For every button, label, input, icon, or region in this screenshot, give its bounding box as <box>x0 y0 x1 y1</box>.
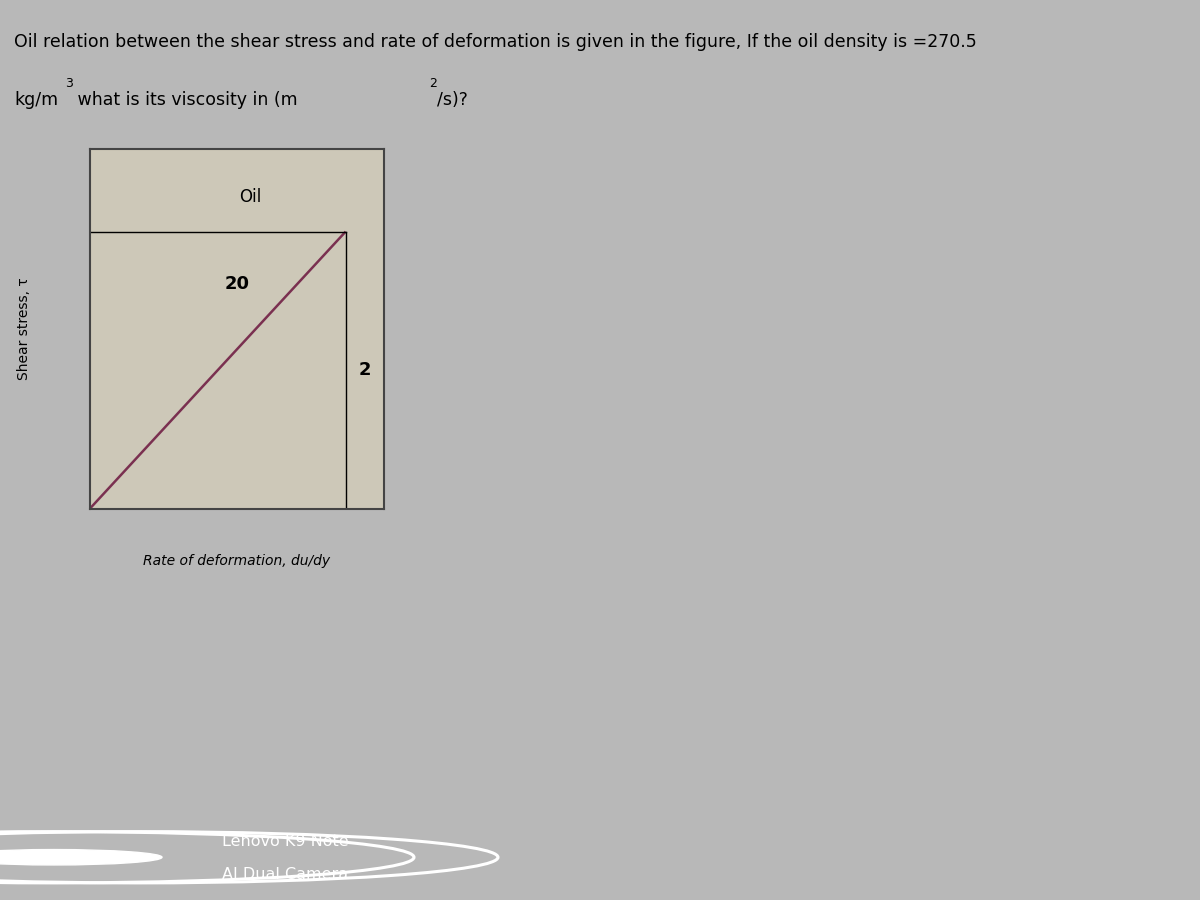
Text: /s)?: /s)? <box>437 91 468 109</box>
Text: kg/m: kg/m <box>14 91 59 109</box>
Text: Rate of deformation, du/dy: Rate of deformation, du/dy <box>144 554 330 568</box>
Text: Lenovo K9 Note: Lenovo K9 Note <box>222 834 349 850</box>
Text: Shear stress, τ: Shear stress, τ <box>17 277 31 380</box>
Text: 20: 20 <box>224 275 250 293</box>
Text: AI Dual Camera: AI Dual Camera <box>222 867 348 882</box>
Circle shape <box>0 850 162 865</box>
Text: Oil relation between the shear stress and rate of deformation is given in the fi: Oil relation between the shear stress an… <box>14 32 977 50</box>
Text: what is its viscosity in (m: what is its viscosity in (m <box>72 91 298 109</box>
Text: 3: 3 <box>65 77 73 90</box>
Text: 2: 2 <box>430 77 438 90</box>
Text: Oil: Oil <box>239 188 260 206</box>
Text: 2: 2 <box>359 361 371 379</box>
